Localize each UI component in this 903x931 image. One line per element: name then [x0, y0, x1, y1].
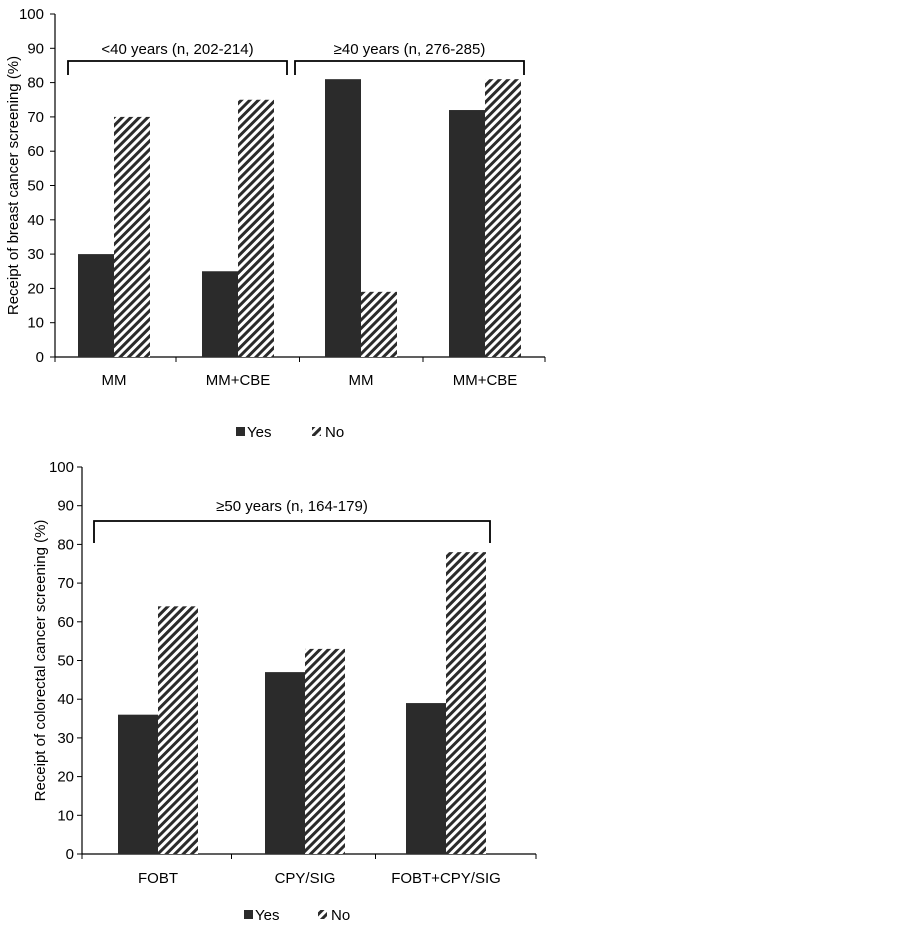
- bar-yes-2: [325, 79, 361, 358]
- x-category-label: MM+CBE: [453, 372, 518, 389]
- x-category-label: FOBT: [138, 870, 178, 887]
- group-label: <40 years (n, 202-214): [101, 41, 253, 58]
- y-tick-label: 10: [57, 807, 74, 824]
- y-tick-label: 50: [27, 178, 44, 195]
- bar-yes-0: [78, 254, 114, 357]
- bar-no-3: [485, 79, 521, 358]
- y-tick-label: 90: [27, 40, 44, 57]
- legend-swatch-yes: [236, 427, 245, 436]
- y-tick-label: 20: [27, 280, 44, 297]
- legend-label-yes: Yes: [255, 907, 279, 924]
- y-tick-label: 0: [66, 846, 74, 863]
- group-label: ≥40 years (n, 276-285): [334, 41, 486, 58]
- y-tick-label: 100: [19, 6, 44, 23]
- y-tick-label: 20: [57, 769, 74, 786]
- y-tick-label: 60: [27, 143, 44, 160]
- bar-yes-0: [118, 714, 158, 854]
- group-bracket: [67, 60, 288, 75]
- y-axis-label: Receipt of breast cancer screening (%): [5, 56, 22, 315]
- legend-label-yes: Yes: [247, 424, 271, 441]
- y-tick-label: 100: [49, 459, 74, 476]
- breast-screening-chart: 0 10 20 30 40 50 60 70 80 90 100 Receipt of breast …: [5, 6, 546, 441]
- bar-no-0: [114, 116, 150, 358]
- y-tick-label: 80: [27, 75, 44, 92]
- x-category-label: MM: [349, 372, 374, 389]
- legend-swatch-yes: [244, 910, 253, 919]
- y-tick-label: 40: [57, 691, 74, 708]
- y-tick-label: 40: [27, 212, 44, 229]
- bar-yes-1: [202, 271, 238, 357]
- bar-yes-3: [449, 110, 485, 357]
- legend-label-no: No: [331, 907, 350, 924]
- y-tick-label: 50: [57, 653, 74, 670]
- group-label: ≥50 years (n, 164-179): [216, 498, 368, 515]
- legend-swatch-no: [318, 910, 327, 919]
- y-tick-label: 80: [57, 536, 74, 553]
- y-tick-label: 90: [57, 498, 74, 515]
- colorectal-screening-chart: 0 10 20 30 40 50 60 70 80 90 100 Receipt of colorec…: [32, 459, 537, 924]
- y-tick-label: 30: [27, 246, 44, 263]
- bar-no-0: [158, 606, 198, 854]
- y-tick-label: 70: [27, 109, 44, 126]
- group-bracket: [93, 520, 491, 543]
- x-category-label: FOBT+CPY/SIG: [391, 870, 501, 887]
- bar-yes-1: [265, 672, 305, 854]
- bar-no-2: [361, 291, 397, 357]
- bar-no-1: [238, 99, 274, 357]
- x-category-label: MM: [102, 372, 127, 389]
- y-axis-label: Receipt of colorectal cancer screening (…: [32, 520, 49, 802]
- y-tick-label: 0: [36, 349, 44, 366]
- x-category-label: MM+CBE: [206, 372, 271, 389]
- bar-no-1: [305, 648, 345, 854]
- bar-no-2: [446, 552, 486, 854]
- legend-label-no: No: [325, 424, 344, 441]
- y-tick-label: 10: [27, 315, 44, 332]
- group-bracket: [294, 60, 525, 75]
- y-tick-label: 60: [57, 614, 74, 631]
- y-tick-label: 30: [57, 730, 74, 747]
- x-category-label: CPY/SIG: [275, 870, 336, 887]
- legend-swatch-no: [312, 427, 321, 436]
- y-tick-label: 70: [57, 575, 74, 592]
- bar-yes-2: [406, 703, 446, 854]
